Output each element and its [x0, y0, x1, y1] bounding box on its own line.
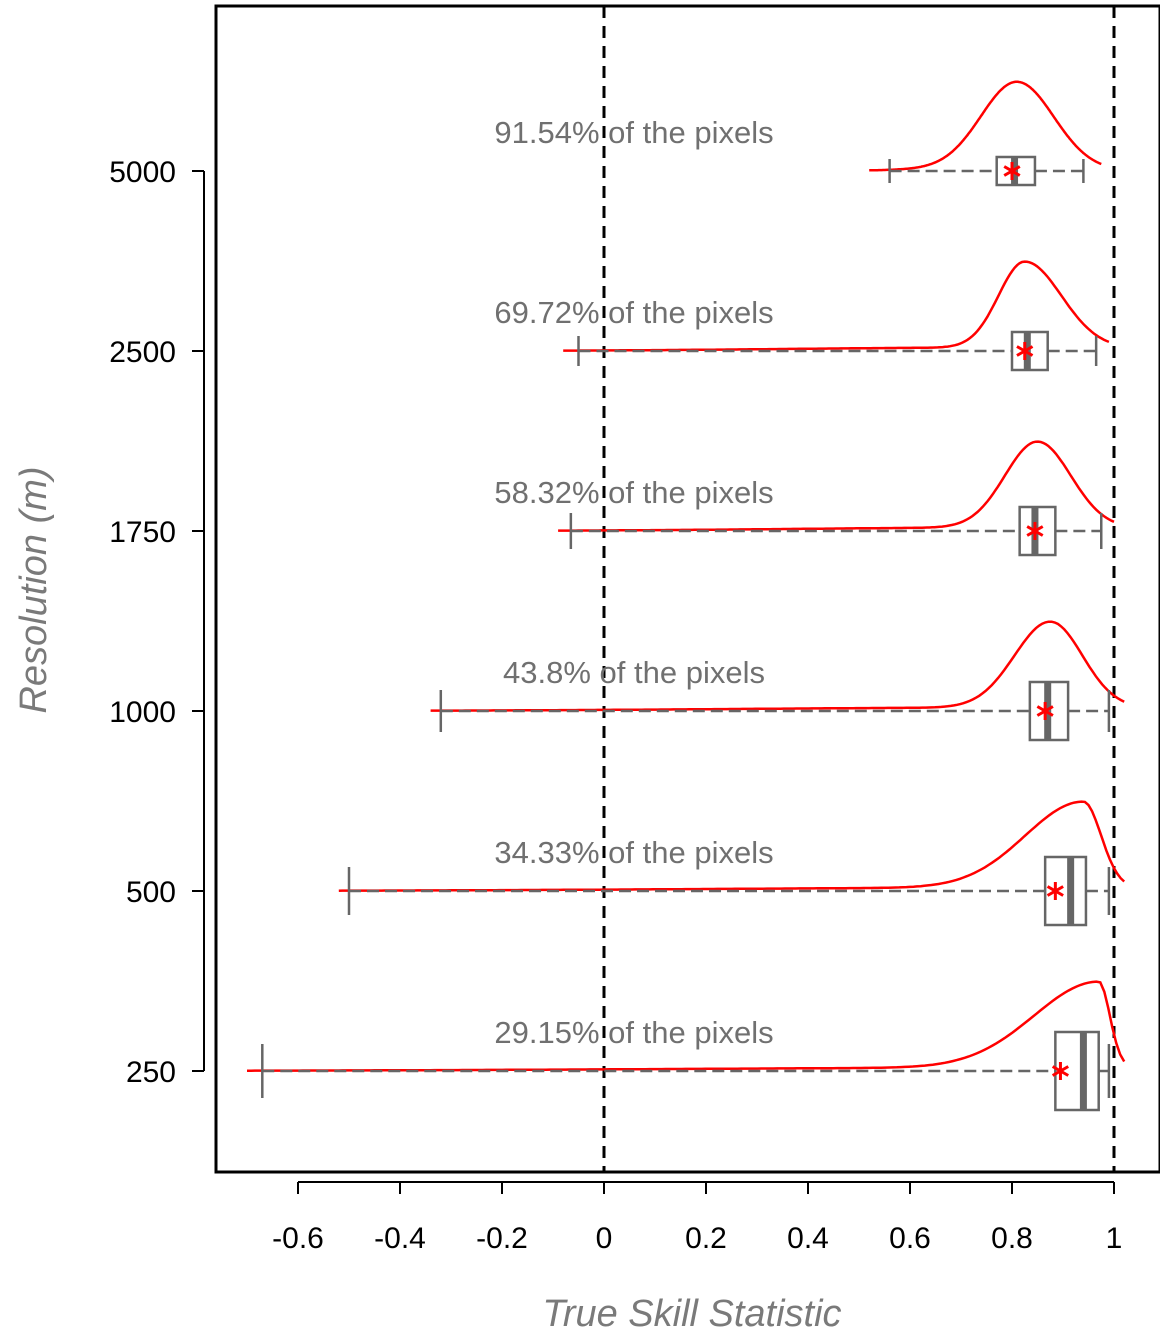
groups: 91.54% of the pixels 69.72% of the pixels… — [247, 80, 1126, 1112]
x-tick-label: -0.2 — [476, 1222, 528, 1255]
mean-marker — [1051, 1062, 1069, 1080]
reference-lines — [602, 6, 1116, 1172]
x-tick-label: -0.6 — [272, 1222, 324, 1255]
x-tick-label: 0.6 — [889, 1222, 931, 1255]
group-1000: 43.8% of the pixels — [430, 620, 1125, 742]
group-5000: 91.54% of the pixels — [494, 80, 1102, 187]
mean-marker-stroke — [1051, 1065, 1069, 1077]
mean-marker — [1026, 522, 1044, 540]
y-tick-label: 1750 — [109, 516, 176, 549]
y-axis-title: Resolution (m) — [13, 466, 55, 713]
mean-marker-stroke — [1003, 165, 1021, 177]
plot-frame — [214, 4, 1160, 1174]
y-tick-label: 500 — [126, 876, 176, 909]
x-tick-label: -0.4 — [374, 1222, 426, 1255]
x-tick-label: 0.8 — [991, 1222, 1033, 1255]
mean-marker — [1016, 342, 1034, 360]
density-curve — [338, 800, 1126, 892]
y-tick-label: 1000 — [109, 696, 176, 729]
y-tick-label: 5000 — [109, 156, 176, 189]
mean-marker-stroke — [1046, 885, 1064, 897]
pixel-percentage-label: 58.32% of the pixels — [494, 475, 773, 510]
pixel-percentage-label: 34.33% of the pixels — [494, 835, 773, 870]
mean-marker — [1046, 882, 1064, 900]
x-tick-label: 0.2 — [685, 1222, 727, 1255]
density-curve — [869, 80, 1102, 172]
x-tick-label: 1 — [1106, 1222, 1123, 1255]
mean-marker-stroke — [1016, 345, 1034, 357]
group-2500: 69.72% of the pixels — [494, 260, 1110, 372]
y-axis: 5000 2500 1750 1000 500 250 — [109, 156, 205, 1089]
pixel-percentage-label: 43.8% of the pixels — [503, 655, 765, 690]
group-1750: 58.32% of the pixels — [494, 440, 1115, 557]
x-axis: -0.6 -0.4 -0.2 0 0.2 0.4 0.6 0.8 1 — [272, 1181, 1123, 1255]
mean-marker — [1036, 702, 1054, 720]
density-curve — [430, 620, 1125, 712]
x-tick-label: 0.4 — [787, 1222, 829, 1255]
pixel-percentage-label: 91.54% of the pixels — [494, 115, 773, 150]
pixel-percentage-label: 69.72% of the pixels — [494, 295, 773, 330]
x-axis-title: True Skill Statistic — [542, 1293, 841, 1335]
group-250: 29.15% of the pixels — [247, 980, 1126, 1112]
mean-marker — [1003, 162, 1021, 180]
mean-marker-stroke — [1036, 705, 1054, 717]
y-tick-label: 250 — [126, 1056, 176, 1089]
group-500: 34.33% of the pixels — [338, 800, 1126, 927]
x-tick-label: 0 — [596, 1222, 613, 1255]
iqr-box — [1043, 855, 1088, 927]
mean-marker-stroke — [1026, 525, 1044, 537]
y-tick-label: 2500 — [109, 336, 176, 369]
pixel-percentage-label: 29.15% of the pixels — [494, 1015, 773, 1050]
